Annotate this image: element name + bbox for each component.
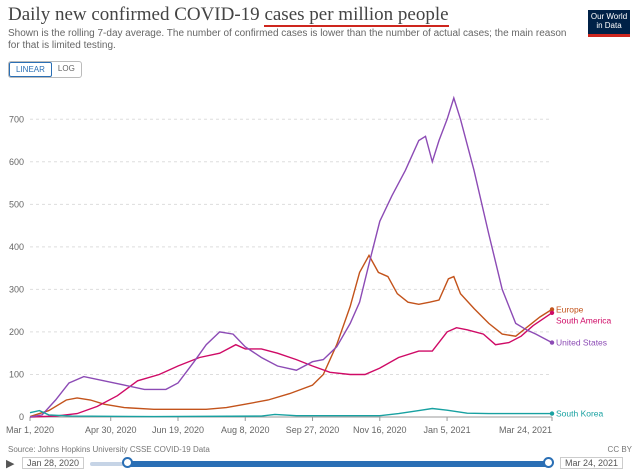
timeline-end-date: Mar 24, 2021: [560, 457, 624, 469]
y-tick-label: 600: [9, 157, 24, 167]
logo-line1: Our World: [590, 12, 628, 21]
legend-label: South Korea: [556, 409, 604, 419]
y-tick-label: 0: [19, 412, 24, 422]
log-scale-button[interactable]: LOG: [57, 64, 75, 73]
x-tick-label: Jan 5, 2021: [424, 425, 471, 435]
series-end-point: [549, 340, 555, 345]
y-tick-label: 200: [9, 327, 24, 337]
y-tick-label: 500: [9, 199, 24, 209]
series-line-south-america: [29, 312, 553, 418]
series-line-europe: [29, 253, 553, 418]
timeline-selected-range: [126, 461, 548, 467]
timeline-start-date: Jan 28, 2020: [22, 457, 85, 469]
scale-toggle: LINEAR LOG: [8, 61, 82, 78]
chart-subtitle: Shown is the rolling 7-day average. The …: [8, 28, 567, 51]
linear-scale-button[interactable]: LINEAR: [9, 62, 52, 77]
x-tick-label: Mar 24, 2021: [499, 425, 552, 435]
y-tick-label: 100: [9, 369, 24, 379]
x-tick-label: Sep 27, 2020: [286, 425, 340, 435]
line-chart: 0 100 200 300 400 500 600 700 Mar 1, 2020 Apr 30,…: [6, 95, 612, 435]
y-tick-label: 400: [9, 242, 24, 252]
x-tick-label: Apr 30, 2020: [85, 425, 137, 435]
title-start: Daily new confirmed COVID-19: [8, 4, 265, 25]
play-icon[interactable]: ▶: [6, 458, 15, 470]
chart-title: Daily new confirmed COVID-19 cases per m…: [8, 4, 568, 27]
series-end-point: [549, 411, 555, 416]
license-link[interactable]: CC BY: [607, 445, 632, 454]
timeline-start-handle[interactable]: [121, 457, 133, 468]
series-end-point: [549, 307, 555, 312]
series-line-south-korea: [29, 407, 552, 418]
timeline-end-handle[interactable]: [543, 457, 554, 468]
logo-line2: in Data: [596, 21, 622, 30]
legend-label: United States: [556, 338, 607, 348]
timeline-slider: ▶ Jan 28, 2020 Mar 24, 2021: [0, 456, 640, 472]
x-tick-label: Nov 16, 2020: [353, 425, 407, 435]
series-line-united-states: [29, 95, 553, 418]
legend-label: Europe: [556, 304, 584, 314]
footer: Source: Johns Hopkins University CSSE CO…: [8, 445, 632, 454]
owid-logo[interactable]: Our World in Data: [588, 10, 630, 37]
x-tick-label: Mar 1, 2020: [6, 425, 54, 435]
series-end-point: [549, 310, 555, 315]
title-highlight: cases per million people: [264, 4, 449, 27]
x-tick-label: Jun 19, 2020: [152, 425, 204, 435]
x-tick-label: Aug 8, 2020: [221, 425, 270, 435]
legend-label: South America: [556, 315, 612, 325]
y-tick-label: 300: [9, 284, 24, 294]
source-link[interactable]: Source: Johns Hopkins University CSSE CO…: [8, 445, 210, 454]
y-tick-label: 700: [9, 114, 24, 124]
